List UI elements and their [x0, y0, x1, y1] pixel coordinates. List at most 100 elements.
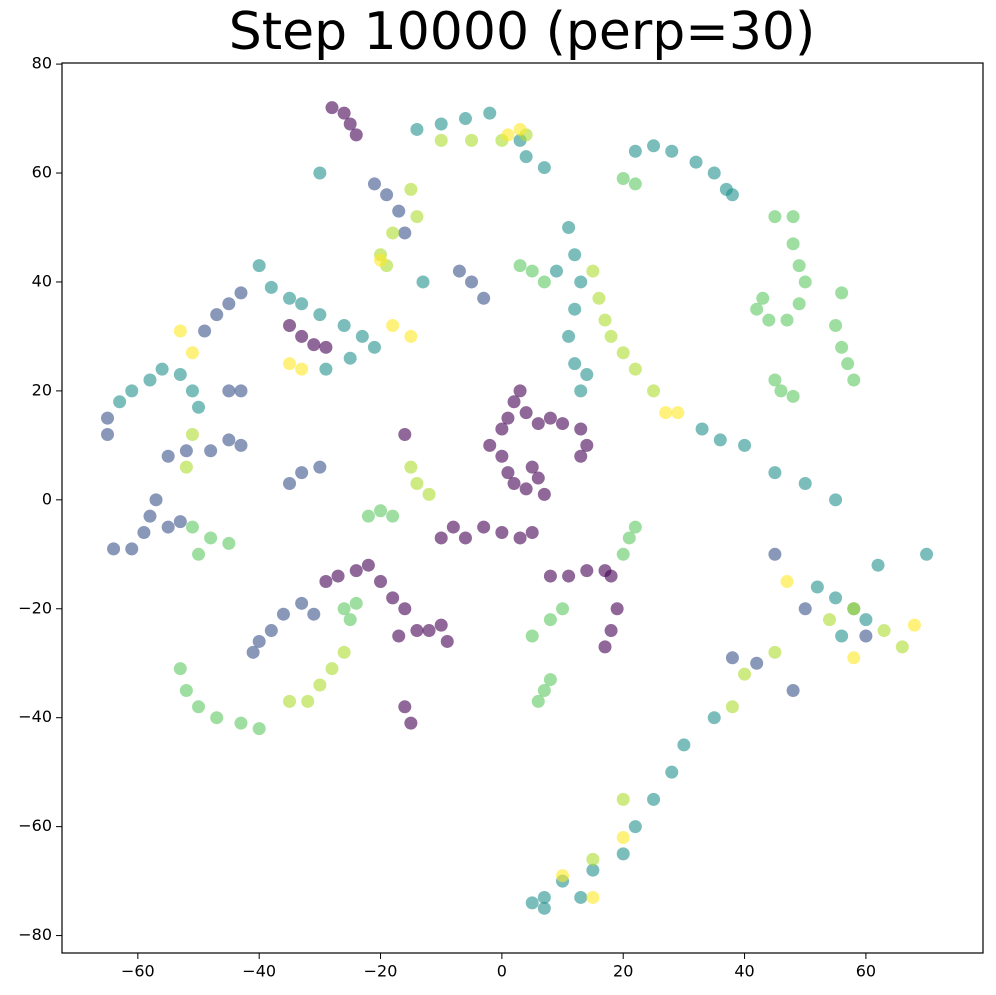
- point: [531, 694, 545, 708]
- point: [398, 602, 412, 616]
- point: [574, 275, 588, 289]
- point: [725, 651, 739, 665]
- point: [610, 602, 624, 616]
- x-tick-label: −60: [121, 962, 155, 981]
- x-tick-label: −40: [242, 962, 276, 981]
- point: [325, 101, 339, 115]
- point: [161, 449, 175, 463]
- point: [810, 580, 824, 594]
- point: [264, 624, 278, 638]
- axes-frame: [61, 62, 984, 954]
- point: [647, 139, 661, 153]
- point: [331, 569, 345, 583]
- point: [410, 122, 424, 136]
- point: [537, 901, 551, 915]
- point: [574, 449, 588, 463]
- point: [768, 466, 782, 480]
- point: [204, 444, 218, 458]
- point: [313, 166, 327, 180]
- point: [580, 438, 594, 452]
- point: [574, 384, 588, 398]
- point: [398, 427, 412, 441]
- point: [616, 346, 630, 360]
- point: [204, 531, 218, 545]
- point: [562, 569, 576, 583]
- point: [319, 575, 333, 589]
- point: [410, 624, 424, 638]
- point: [349, 128, 363, 142]
- point: [604, 569, 618, 583]
- point: [513, 531, 527, 545]
- point: [149, 493, 163, 507]
- point: [568, 248, 582, 262]
- point: [622, 531, 636, 545]
- point: [319, 362, 333, 376]
- point: [707, 711, 721, 725]
- chart-title: Step 10000 (perp=30): [229, 2, 816, 62]
- point: [185, 520, 199, 534]
- point: [586, 852, 600, 866]
- point: [616, 831, 630, 845]
- point: [386, 226, 400, 240]
- point: [222, 297, 236, 311]
- point: [592, 291, 606, 305]
- point: [210, 711, 224, 725]
- point: [343, 117, 357, 131]
- point: [537, 890, 551, 904]
- point: [713, 433, 727, 447]
- point: [234, 384, 248, 398]
- point: [252, 722, 266, 736]
- point: [185, 427, 199, 441]
- point: [501, 411, 515, 425]
- point: [495, 526, 509, 540]
- point: [574, 422, 588, 436]
- point: [847, 602, 861, 616]
- point: [543, 613, 557, 627]
- point: [173, 368, 187, 382]
- point: [465, 275, 479, 289]
- point: [343, 351, 357, 365]
- point: [264, 280, 278, 294]
- point: [495, 449, 509, 463]
- point: [210, 308, 224, 322]
- point: [422, 487, 436, 501]
- point: [283, 291, 297, 305]
- point: [531, 417, 545, 431]
- point: [871, 558, 885, 572]
- point: [525, 896, 539, 910]
- point: [452, 264, 466, 278]
- point: [586, 863, 600, 877]
- point: [337, 645, 351, 659]
- point: [586, 264, 600, 278]
- point: [398, 700, 412, 714]
- point: [380, 188, 394, 202]
- point: [234, 286, 248, 300]
- y-tick-label: 40: [32, 271, 52, 290]
- point: [647, 384, 661, 398]
- point: [143, 373, 157, 387]
- point: [574, 890, 588, 904]
- point: [458, 112, 472, 126]
- point: [774, 384, 788, 398]
- point: [768, 373, 782, 387]
- y-tick-label: 60: [32, 163, 52, 182]
- point: [586, 890, 600, 904]
- point: [295, 329, 309, 343]
- point: [143, 509, 157, 523]
- point: [198, 324, 212, 338]
- point: [537, 275, 551, 289]
- point: [829, 591, 843, 605]
- point: [628, 820, 642, 834]
- point: [276, 607, 290, 621]
- point: [920, 547, 934, 561]
- point: [768, 210, 782, 224]
- point: [525, 629, 539, 643]
- point: [404, 329, 418, 343]
- point: [537, 683, 551, 697]
- point: [750, 302, 764, 316]
- point: [543, 411, 557, 425]
- point: [768, 645, 782, 659]
- point: [798, 476, 812, 490]
- point: [738, 438, 752, 452]
